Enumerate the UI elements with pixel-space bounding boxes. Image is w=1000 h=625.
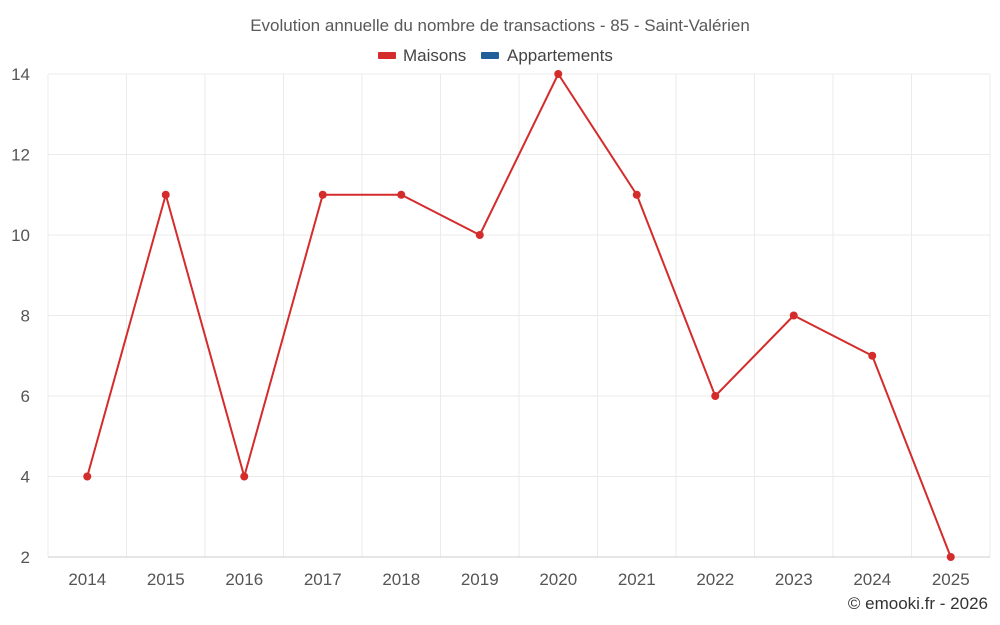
x-axis-ticks: 2014 2015 2016 2017 2018 2019 2020 2021 2022 2023… (68, 570, 969, 589)
y-tick-label: 6 (21, 387, 30, 406)
x-tick-label: 2014 (68, 570, 106, 589)
legend-swatch-maisons (378, 52, 396, 59)
legend-swatch-appartements (481, 52, 499, 59)
data-point[interactable] (83, 472, 92, 481)
grid (47, 73, 991, 558)
data-point[interactable] (868, 351, 877, 360)
y-tick-label: 10 (11, 226, 30, 245)
y-axis-ticks: 2 4 6 8 10 12 14 (11, 65, 30, 567)
x-tick-label: 2018 (382, 570, 420, 589)
data-point[interactable] (318, 190, 327, 199)
data-point[interactable] (475, 231, 484, 239)
data-point[interactable] (554, 70, 563, 78)
x-tick-label: 2024 (853, 570, 891, 589)
x-tick-label: 2022 (696, 570, 734, 589)
data-point[interactable] (632, 190, 641, 199)
credit: © emooki.fr - 2026 (848, 594, 988, 613)
data-point[interactable] (240, 472, 249, 481)
chart-title: Evolution annuelle du nombre de transact… (250, 16, 750, 35)
x-tick-label: 2025 (932, 570, 970, 589)
data-point[interactable] (161, 190, 170, 199)
series-maisons (83, 70, 955, 561)
legend-label-appartements: Appartements (507, 46, 613, 65)
series-line-maisons (86, 73, 952, 558)
y-tick-label: 14 (11, 65, 30, 84)
y-tick-label: 4 (21, 468, 30, 487)
data-point[interactable] (946, 553, 955, 561)
x-tick-label: 2015 (147, 570, 185, 589)
x-tick-label: 2019 (461, 570, 499, 589)
legend-item-maisons[interactable]: Maisons (378, 46, 466, 65)
y-tick-label: 12 (11, 146, 30, 165)
legend-label-maisons: Maisons (403, 46, 466, 65)
legend: Maisons Appartements (378, 46, 613, 65)
data-point[interactable] (711, 392, 720, 400)
x-tick-label: 2021 (618, 570, 656, 589)
x-tick-label: 2016 (225, 570, 263, 589)
x-tick-label: 2023 (775, 570, 813, 589)
data-point[interactable] (789, 311, 798, 320)
y-tick-label: 8 (21, 307, 30, 326)
x-tick-label: 2020 (539, 570, 577, 589)
y-tick-label: 2 (21, 548, 30, 567)
legend-item-appartements[interactable]: Appartements (481, 46, 613, 65)
x-tick-label: 2017 (304, 570, 342, 589)
data-point[interactable] (397, 190, 406, 199)
